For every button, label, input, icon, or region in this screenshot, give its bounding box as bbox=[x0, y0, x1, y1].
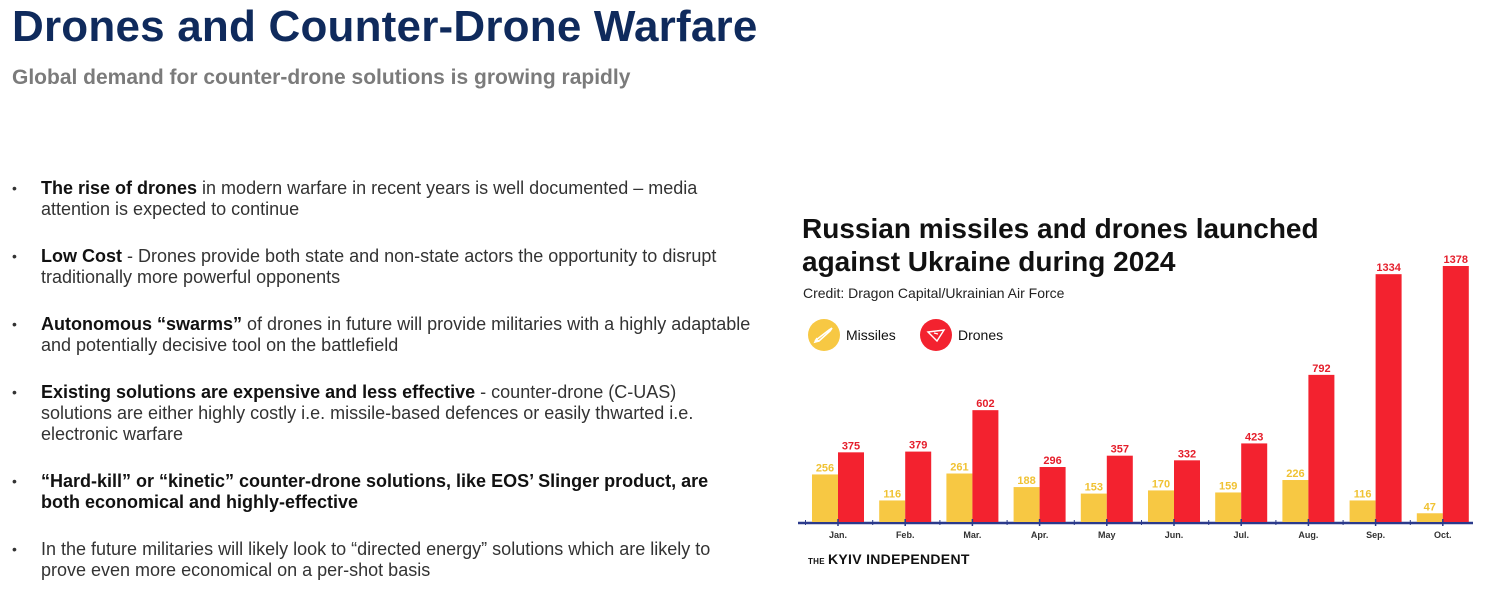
data-label: 602 bbox=[976, 398, 994, 410]
x-tick-label: Mar. bbox=[963, 530, 981, 540]
x-tick-label: Aug. bbox=[1298, 530, 1318, 540]
bullet-text: - Drones provide both state and non-stat… bbox=[41, 246, 717, 287]
chart-title: Russian missiles and drones launched aga… bbox=[802, 213, 1319, 277]
bar-drones-jul bbox=[1241, 443, 1268, 522]
bullet-dot-icon: • bbox=[12, 316, 17, 332]
bullet-item: • The rise of drones in modern warfare in… bbox=[12, 178, 752, 220]
x-tick-label: May bbox=[1098, 530, 1116, 540]
brand-logo: THE KYIV INDEPENDENT bbox=[808, 551, 970, 567]
x-tick-label: Sep. bbox=[1366, 530, 1385, 540]
data-label: 47 bbox=[1424, 501, 1436, 513]
bar-drones-jan bbox=[838, 452, 864, 522]
brand-name: KYIV INDEPENDENT bbox=[828, 551, 970, 567]
brand-the: THE bbox=[808, 557, 825, 566]
bar-missiles-apr bbox=[1013, 487, 1040, 522]
drone-icon bbox=[920, 319, 952, 351]
bullet-text: - counter-drone (C-UAS) solutions are ei… bbox=[41, 382, 694, 444]
bar-missiles-may bbox=[1080, 493, 1107, 522]
chart-credit: Credit: Dragon Capital/Ukrainian Air For… bbox=[803, 285, 1065, 301]
x-tick-label: Jan. bbox=[829, 530, 847, 540]
bullet-text: In the future militaries will likely loo… bbox=[41, 539, 711, 580]
bar-drones-jun bbox=[1174, 460, 1200, 522]
data-label: 153 bbox=[1085, 482, 1103, 494]
bar-missiles-sep bbox=[1349, 500, 1376, 522]
bullet-dot-icon: • bbox=[12, 541, 17, 557]
page-subtitle: Global demand for counter-drone solution… bbox=[12, 66, 631, 89]
bullet-dot-icon: • bbox=[12, 473, 17, 489]
bar-missiles-mar bbox=[946, 473, 973, 522]
bar-drones-apr bbox=[1039, 467, 1066, 522]
bar-drones-sep bbox=[1375, 274, 1402, 522]
data-label: 116 bbox=[883, 488, 901, 500]
data-label: 261 bbox=[950, 462, 968, 474]
data-label: 296 bbox=[1043, 455, 1061, 467]
bar-drones-may bbox=[1106, 455, 1133, 522]
bullet-item: • Low Cost - Drones provide both state an… bbox=[12, 246, 752, 288]
data-label: 375 bbox=[842, 440, 860, 452]
bar-missiles-oct bbox=[1416, 513, 1443, 522]
legend-label: Drones bbox=[958, 327, 1004, 343]
x-tick-label: Jun. bbox=[1165, 530, 1184, 540]
bullet-bold-text: Existing solutions are expensive and les… bbox=[41, 382, 476, 402]
bar-missiles-jan bbox=[812, 474, 838, 522]
bar-chart: 256 375 Jan. 116 379 Feb. 261 602 Mar. 188 296 Apr.… bbox=[798, 254, 1473, 540]
missile-icon bbox=[808, 319, 840, 351]
bullet-text: of drones in future will provide militar… bbox=[41, 314, 751, 355]
bullet-dot-icon: • bbox=[12, 384, 17, 400]
page-title: Drones and Counter-Drone Warfare bbox=[12, 2, 758, 51]
x-tick-label: Feb. bbox=[896, 530, 915, 540]
data-label: 792 bbox=[1312, 363, 1330, 375]
bar-drones-mar bbox=[972, 410, 999, 522]
bullet-list: • The rise of drones in modern warfare in… bbox=[12, 178, 752, 607]
bullet-item: • Autonomous “swarms” of drones in future… bbox=[12, 314, 752, 356]
data-label: 170 bbox=[1152, 478, 1170, 490]
bullet-bold-text: Low Cost bbox=[41, 246, 122, 266]
bullet-text: in modern warfare in recent years is wel… bbox=[41, 178, 698, 219]
data-label: 423 bbox=[1245, 431, 1263, 443]
bullet-item: • “Hard-kill” or “kinetic” counter-drone … bbox=[12, 471, 752, 513]
bullet-item: • Existing solutions are expensive and le… bbox=[12, 382, 752, 445]
bar-drones-aug bbox=[1308, 374, 1335, 522]
data-label: 256 bbox=[816, 462, 834, 474]
bullet-dot-icon: • bbox=[12, 180, 17, 196]
legend-missiles: Missiles bbox=[808, 318, 896, 352]
data-label: 357 bbox=[1111, 444, 1129, 456]
data-label: 226 bbox=[1286, 468, 1304, 480]
legend-label: Missiles bbox=[846, 327, 896, 343]
bullet-bold-text: The rise of drones bbox=[41, 178, 198, 198]
data-label: 188 bbox=[1017, 475, 1035, 487]
bullet-bold-text: “Hard-kill” or “kinetic” counter-drone s… bbox=[41, 471, 709, 512]
data-label: 379 bbox=[909, 440, 927, 452]
bullet-item: • In the future militaries will likely lo… bbox=[12, 539, 752, 581]
bar-missiles-aug bbox=[1282, 480, 1309, 522]
bar-missiles-feb bbox=[879, 500, 906, 522]
bar-drones-oct bbox=[1442, 266, 1469, 522]
bullet-bold-text: Autonomous “swarms” bbox=[41, 314, 243, 334]
x-tick-label: Oct. bbox=[1434, 530, 1452, 540]
bar-missiles-jun bbox=[1148, 490, 1174, 522]
bullet-dot-icon: • bbox=[12, 248, 17, 264]
chart-panel: Russian missiles and drones launched aga… bbox=[790, 205, 1480, 585]
x-tick-label: Apr. bbox=[1031, 530, 1049, 540]
data-label: 1378 bbox=[1444, 254, 1468, 266]
data-label: 116 bbox=[1354, 488, 1372, 500]
bar-drones-feb bbox=[905, 451, 932, 522]
legend-drones: Drones bbox=[920, 318, 1003, 352]
x-tick-label: Jul. bbox=[1233, 530, 1249, 540]
data-label: 159 bbox=[1219, 480, 1237, 492]
data-label: 332 bbox=[1178, 448, 1196, 460]
bar-missiles-jul bbox=[1215, 492, 1242, 522]
data-label: 1334 bbox=[1376, 262, 1401, 274]
